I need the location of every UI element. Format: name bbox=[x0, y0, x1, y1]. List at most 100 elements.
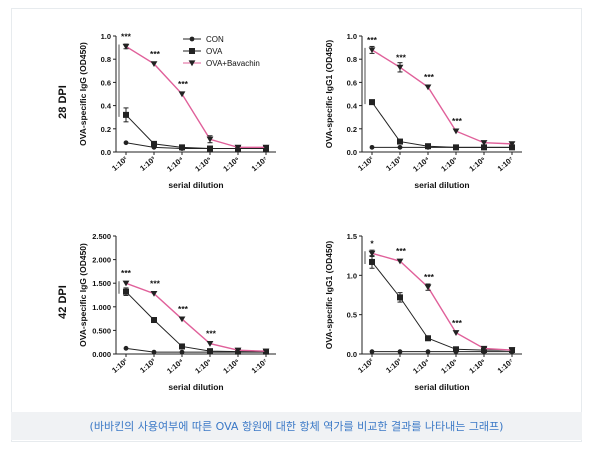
data-point bbox=[179, 144, 185, 151]
data-point bbox=[150, 290, 158, 297]
data-point bbox=[509, 144, 515, 151]
significance-stars: *** bbox=[424, 72, 435, 82]
x-tick-label: 1:10⁷ bbox=[496, 155, 516, 174]
significance-stars: *** bbox=[396, 246, 407, 256]
data-point bbox=[453, 144, 459, 151]
figure-caption: (바바킨의 사용여부에 따른 OVA 항원에 대한 항체 역가를 비교한 결과를… bbox=[89, 420, 504, 433]
data-point bbox=[425, 349, 431, 355]
data-point bbox=[207, 145, 213, 152]
data-point bbox=[123, 345, 129, 351]
legend-item-ova-bavachin: OVA+Bavachin bbox=[183, 59, 260, 68]
data-point bbox=[122, 280, 130, 287]
data-point bbox=[178, 316, 186, 323]
data-point bbox=[151, 140, 157, 147]
legend-label: OVA+Bavachin bbox=[206, 59, 260, 68]
data-point bbox=[425, 335, 431, 342]
data-point bbox=[179, 343, 185, 350]
x-tick-label: 1:10⁴ bbox=[165, 154, 185, 173]
x-tick-label: 1:10³ bbox=[138, 356, 158, 374]
x-tick-label: 1:10⁶ bbox=[221, 357, 241, 376]
x-tick-label: 1:10⁴ bbox=[165, 356, 185, 375]
x-axis-title: serial dilution bbox=[414, 382, 469, 392]
y-tick-label: 0.2 bbox=[101, 125, 111, 134]
y-axis-title: OVA-specific IgG (OD450) bbox=[78, 243, 88, 347]
data-point bbox=[234, 144, 242, 151]
y-tick-label: 0.2 bbox=[347, 125, 357, 134]
legend-marker bbox=[189, 48, 195, 54]
data-point bbox=[179, 349, 185, 355]
significance-stars: *** bbox=[121, 268, 132, 278]
significance-stars: *** bbox=[206, 329, 217, 339]
caption-bar: (바바킨의 사용여부에 따른 OVA 항원에 대한 항체 역가를 비교한 결과를… bbox=[11, 412, 582, 440]
data-point bbox=[397, 144, 403, 150]
data-point bbox=[396, 258, 404, 265]
x-axis-title: serial dilution bbox=[168, 382, 223, 392]
y-tick-label: 1.0 bbox=[347, 32, 357, 41]
significance-stars: *** bbox=[452, 116, 463, 126]
significance-stars: *** bbox=[452, 318, 463, 328]
y-tick-label: 0.6 bbox=[101, 78, 111, 87]
data-point bbox=[123, 140, 129, 146]
data-point bbox=[368, 250, 376, 257]
legend-marker bbox=[188, 60, 196, 67]
significance-stars: *** bbox=[396, 52, 407, 62]
data-point bbox=[480, 345, 488, 352]
y-tick-label: 0.6 bbox=[347, 78, 357, 87]
data-point bbox=[424, 84, 432, 91]
significance-stars: * bbox=[370, 238, 374, 248]
x-axis-title: serial dilution bbox=[168, 180, 223, 190]
legend-label: OVA bbox=[206, 47, 223, 56]
data-point bbox=[425, 143, 431, 150]
data-point bbox=[150, 61, 158, 68]
x-tick-label: 1:10⁶ bbox=[467, 155, 487, 174]
data-point bbox=[178, 91, 186, 98]
x-axis-title: serial dilution bbox=[414, 180, 469, 190]
significance-stars: *** bbox=[150, 49, 161, 59]
y-tick-label: 1.000 bbox=[92, 303, 111, 312]
x-tick-label: 1:10⁵ bbox=[193, 356, 213, 375]
y-axis-title: OVA-specific IgG (OD450) bbox=[78, 42, 88, 146]
data-point bbox=[369, 144, 375, 150]
legend-item-con: CON bbox=[183, 35, 224, 44]
y-axis-title: OVA-specific IgG1 (OD450) bbox=[324, 241, 334, 350]
y-tick-label: 1.500 bbox=[92, 279, 111, 288]
x-tick-label: 1:10⁵ bbox=[193, 154, 213, 173]
data-point bbox=[452, 128, 460, 135]
y-tick-label: 1.0 bbox=[347, 271, 357, 280]
significance-stars: *** bbox=[178, 79, 189, 89]
x-tick-label: 1:10³ bbox=[384, 154, 404, 172]
data-point bbox=[369, 258, 375, 265]
y-axis-title: OVA-specific IgG1 (OD450) bbox=[324, 40, 334, 149]
series-line-ova bbox=[371, 261, 512, 351]
significance-stars: *** bbox=[150, 279, 161, 289]
y-tick-label: 0.8 bbox=[347, 55, 357, 64]
x-tick-label: 1:10⁶ bbox=[467, 357, 487, 376]
y-tick-label: 2.000 bbox=[92, 256, 111, 265]
y-tick-label: 1.5 bbox=[347, 232, 357, 241]
data-point bbox=[368, 47, 376, 54]
x-tick-label: 1:10⁷ bbox=[496, 357, 516, 376]
y-tick-label: 0.4 bbox=[101, 102, 112, 111]
legend: CON OVA OVA+Bavachin bbox=[183, 35, 260, 68]
significance-stars: *** bbox=[367, 35, 378, 45]
x-tick-label: 1:10² bbox=[110, 356, 130, 374]
legend-item-ova: OVA bbox=[183, 47, 223, 56]
y-tick-label: 0.5 bbox=[347, 311, 357, 320]
y-tick-label: 0.8 bbox=[101, 55, 111, 64]
row-label-42dpi: 42 DPI bbox=[57, 285, 69, 319]
data-point bbox=[397, 138, 403, 145]
data-point bbox=[508, 347, 516, 354]
series-line-ova-bavachin bbox=[125, 45, 266, 149]
data-point bbox=[397, 349, 403, 355]
data-point bbox=[396, 64, 404, 71]
data-point bbox=[206, 136, 214, 143]
significance-stars: *** bbox=[121, 31, 132, 41]
series-line-ova-bavachin bbox=[371, 49, 513, 145]
series-line-ova bbox=[125, 291, 266, 353]
plots-group: 0.0 0.2 0.4 0.6 0.8 1.0 1:10² 1:10³ 1:10⁴ 1:10⁵ 1:… bbox=[78, 31, 522, 392]
data-point bbox=[424, 284, 432, 291]
legend-marker bbox=[189, 36, 195, 42]
legend-label: CON bbox=[206, 35, 224, 44]
x-tick-label: 1:10⁴ bbox=[411, 154, 431, 173]
data-point bbox=[508, 141, 516, 148]
